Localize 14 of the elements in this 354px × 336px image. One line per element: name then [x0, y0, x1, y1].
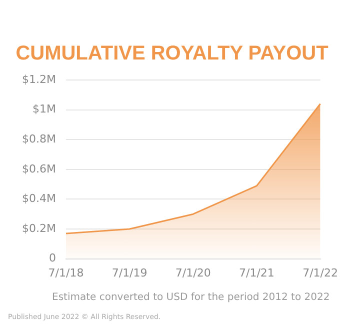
x-tick-label: 7/1/20 [175, 266, 211, 280]
y-tick-label: $1.2M [22, 72, 56, 86]
y-tick-label: $0.4M [22, 192, 56, 206]
y-tick-label: $0.6M [22, 162, 56, 176]
y-tick-label: $0.8M [22, 132, 56, 146]
chart-title: CUMULATIVE ROYALTY PAYOUT [16, 42, 328, 65]
x-tick-label: 7/1/19 [112, 266, 148, 280]
text: Estimate converted to USD for the period 2012 to 2022 [52, 292, 331, 303]
y-tick-label: 0 [48, 252, 56, 265]
y-tick-label: $1M [32, 102, 56, 116]
y-tick-label: $0.2M [22, 222, 56, 235]
x-tick-label: 7/1/18 [48, 266, 84, 280]
x-tick-label: 7/1/22 [302, 266, 338, 280]
x-tick-label: 7/1/21 [239, 266, 274, 280]
